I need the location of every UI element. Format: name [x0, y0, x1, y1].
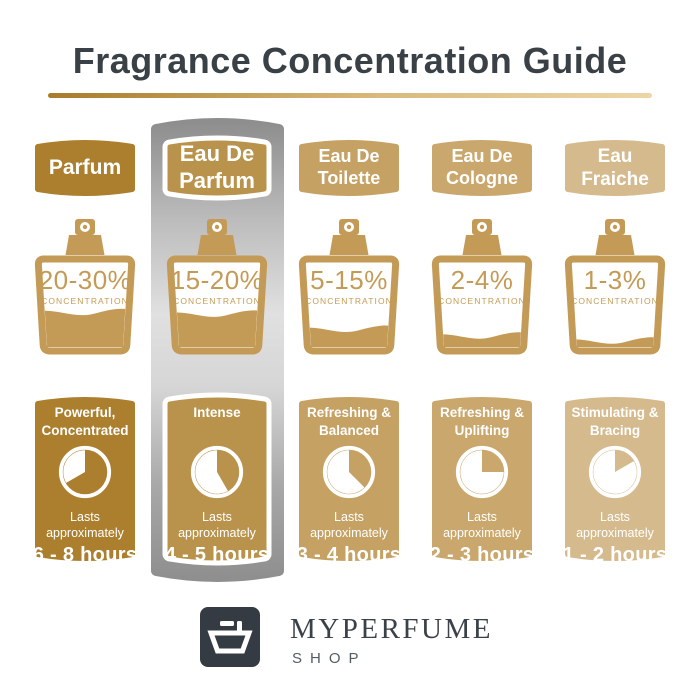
duration-value: 1 - 2 hours — [562, 544, 668, 567]
character-label: Powerful, Concentrated — [41, 405, 129, 438]
brand-name: MYPERFUME — [290, 613, 493, 645]
header-ribbon-shape — [35, 140, 135, 196]
bottle-shape — [34, 219, 136, 355]
duration-value: 6 - 8 hours — [32, 544, 138, 567]
lasts-label: Lasts approximately — [178, 510, 256, 540]
clock-icon — [455, 445, 509, 499]
lasts-label: Lasts approximately — [443, 510, 521, 540]
column-title: Eau De Toilette — [317, 146, 381, 188]
duration-card: Stimulating & Bracing Lasts approximatel… — [562, 393, 668, 567]
duration-card: Refreshing & Uplifting Lasts approximate… — [429, 393, 535, 567]
lasts-label: Lasts approximately — [46, 510, 124, 540]
duration-value: 4 - 5 hours — [164, 544, 270, 567]
brand-footer: MYPERFUME SHOP — [200, 607, 530, 669]
column-title: Eau Fraiche — [581, 145, 649, 190]
card-shape — [35, 397, 135, 561]
duration-value: 3 - 4 hours — [296, 544, 402, 567]
concentration-value: 1-3% — [583, 265, 647, 295]
column-title: Eau De Cologne — [446, 146, 518, 188]
concentration-value: 5-15% — [310, 265, 388, 295]
bottle-shape — [166, 219, 268, 355]
character-label: Refreshing & Balanced — [306, 405, 391, 438]
concentration-label: 5-15% CONCENTRATION — [296, 267, 402, 306]
header-ribbon-shape — [565, 140, 665, 196]
myperfume-logo-icon — [200, 607, 260, 667]
column-title: Eau De Parfum — [179, 141, 255, 193]
duration-card: Refreshing & Balanced Lasts approximatel… — [296, 393, 402, 567]
column-header: Eau De Parfum — [162, 135, 272, 201]
concentration-label: 20-30% CONCENTRATION — [32, 267, 138, 306]
column-header: Eau Fraiche — [562, 137, 668, 199]
concentration-value: 15-20% — [170, 265, 264, 295]
clock-icon — [190, 445, 244, 499]
column-header: Eau De Toilette — [296, 137, 402, 199]
perfume-bottle-icon: 2-4% CONCENTRATION — [429, 217, 535, 357]
duration-card: Powerful, Concentrated Lasts approximate… — [32, 393, 138, 567]
concentration-caption: CONCENTRATION — [438, 296, 526, 306]
concentration-label: 1-3% CONCENTRATION — [562, 267, 668, 306]
concentration-caption: CONCENTRATION — [41, 296, 129, 306]
column-eau-fraiche: Eau Fraiche 1-3% CONCENTRATION Stim — [562, 0, 668, 700]
column-header: Eau De Cologne — [429, 137, 535, 199]
concentration-caption: CONCENTRATION — [305, 296, 393, 306]
concentration-value: 20-30% — [38, 265, 132, 295]
column-header: Parfum — [32, 137, 138, 199]
header-ribbon-shape — [299, 140, 399, 196]
clock-icon — [588, 445, 642, 499]
perfume-bottle-icon: 20-30% CONCENTRATION — [32, 217, 138, 357]
page-title: Fragrance Concentration Guide — [72, 40, 628, 81]
lasts-label: Lasts approximately — [576, 510, 654, 540]
concentration-label: 2-4% CONCENTRATION — [429, 267, 535, 306]
duration-card: Intense Lasts approximately 4 - 5 hours — [162, 392, 272, 567]
header-ribbon-shape — [432, 140, 532, 196]
concentration-caption: CONCENTRATION — [571, 296, 659, 306]
bottle-shape — [298, 219, 400, 355]
column-parfum: Parfum 20-30% CONCENTRATION Powerfu — [32, 0, 138, 700]
character-label: Intense — [193, 405, 241, 420]
concentration-value: 2-4% — [450, 265, 514, 295]
column-title: Parfum — [48, 156, 122, 180]
character-label: Refreshing & Uplifting — [439, 405, 524, 438]
lasts-label: Lasts approximately — [310, 510, 388, 540]
title-underline — [48, 93, 652, 98]
clock-icon — [58, 445, 112, 499]
column-eau-de-parfum: Eau De Parfum 15-20% CONCENTRATION — [162, 0, 272, 700]
column-eau-de-toilette: Eau De Toilette 5-15% CONCENTRATION — [296, 0, 402, 700]
perfume-bottle-icon: 1-3% CONCENTRATION — [562, 217, 668, 357]
duration-value: 2 - 3 hours — [429, 544, 535, 567]
header-ribbon-shape — [162, 135, 272, 201]
character-label: Stimulating & Bracing — [571, 405, 659, 438]
concentration-caption: CONCENTRATION — [173, 296, 261, 306]
clock-icon — [322, 445, 376, 499]
perfume-bottle-icon: 15-20% CONCENTRATION — [164, 217, 270, 357]
column-eau-de-cologne: Eau De Cologne 2-4% CONCENTRATION R — [429, 0, 535, 700]
perfume-bottle-icon: 5-15% CONCENTRATION — [296, 217, 402, 357]
concentration-label: 15-20% CONCENTRATION — [164, 267, 270, 306]
bottle-shape — [564, 219, 666, 355]
bottle-shape — [431, 219, 533, 355]
brand-subtitle: SHOP — [292, 650, 367, 667]
